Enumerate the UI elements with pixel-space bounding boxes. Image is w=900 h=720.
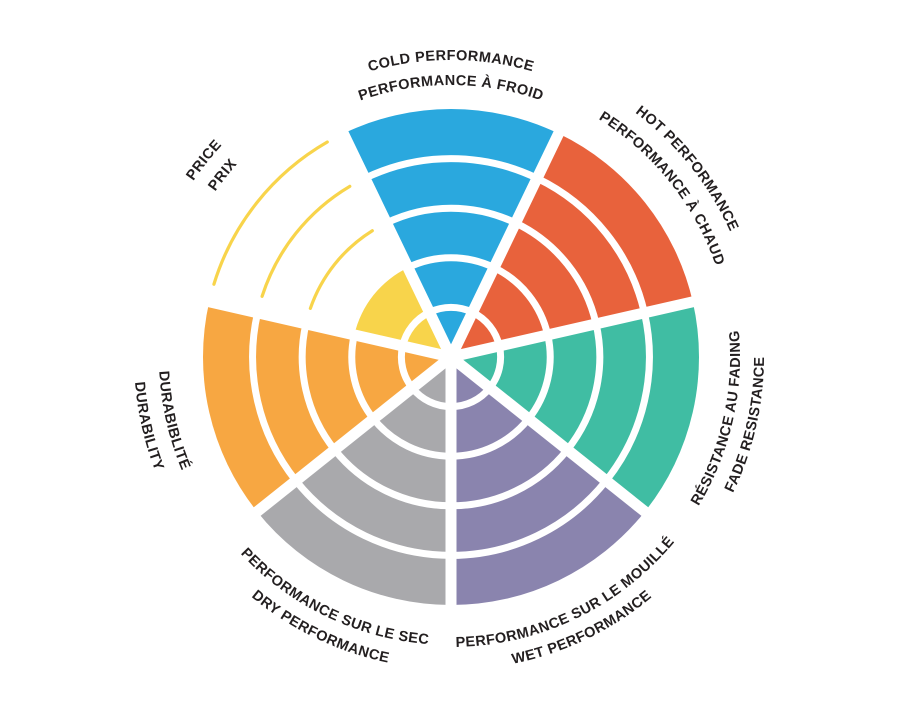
ring-separator xyxy=(450,478,609,559)
outline-ring-arc-price xyxy=(308,229,374,310)
ring-separator xyxy=(535,175,648,314)
ring-separator xyxy=(298,323,338,452)
sector-wedges xyxy=(203,109,699,605)
ring-separator xyxy=(384,204,518,227)
wedge-durability xyxy=(203,301,451,512)
ring-separator xyxy=(348,334,377,422)
ring-separator xyxy=(450,416,532,460)
ring-separator xyxy=(363,155,539,182)
ring-separator xyxy=(450,447,571,510)
ring-separator xyxy=(564,323,604,452)
sector-divider xyxy=(203,295,453,363)
sector-divider xyxy=(336,126,456,360)
ring-separator xyxy=(293,478,452,559)
wedge-price xyxy=(354,267,451,357)
outline-ring-arc-price xyxy=(260,184,352,298)
label-cold-performance-line-0: COLD PERFORMANCE xyxy=(366,48,535,75)
unfilled-ring-outline-arcs xyxy=(212,140,374,310)
ring-separator xyxy=(603,312,653,483)
sector-divider xyxy=(249,352,455,520)
sector-divider xyxy=(449,295,699,363)
ring-separator xyxy=(331,447,452,510)
sector-divider xyxy=(447,352,653,520)
ring-separator xyxy=(492,264,552,336)
ring-separator xyxy=(249,312,299,483)
label-cold-performance-line-1: PERFORMANCE À FROID xyxy=(356,73,545,104)
wedge-hot-performance xyxy=(451,133,693,357)
ring-separator xyxy=(514,219,600,325)
sector-dividers xyxy=(203,126,699,610)
sector-divider xyxy=(446,126,566,360)
ring-separator xyxy=(525,334,554,422)
outline-ring-arc-price xyxy=(212,140,329,286)
ring-separator xyxy=(406,254,496,271)
wedge-cold-performance xyxy=(343,109,559,357)
wedge-dry-performance xyxy=(257,357,451,605)
wedge-wet-performance xyxy=(451,357,645,605)
wedge-fade-resistance xyxy=(451,301,699,512)
ring-separator xyxy=(370,416,452,460)
